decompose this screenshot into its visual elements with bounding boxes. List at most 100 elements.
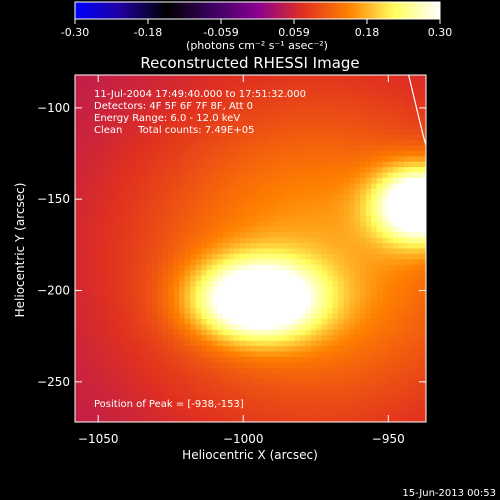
- heatmap-cell: [201, 259, 208, 266]
- heatmap-cell: [349, 356, 356, 363]
- heatmap-cell: [255, 167, 263, 174]
- heatmap-cell: [135, 259, 142, 266]
- heatmap-cell: [393, 118, 400, 125]
- heatmap-cell: [349, 253, 356, 260]
- heatmap-cell: [75, 167, 82, 174]
- heatmap-cell: [129, 183, 136, 190]
- heatmap-cell: [371, 291, 378, 298]
- heatmap-cell: [195, 161, 202, 168]
- heatmap-cell: [349, 194, 356, 201]
- heatmap-cell: [212, 129, 219, 136]
- heatmap-cell: [393, 134, 400, 141]
- heatmap-cell: [393, 302, 400, 309]
- heatmap-cell: [118, 362, 125, 369]
- heatmap-cell: [140, 112, 147, 119]
- heatmap-cell: [102, 297, 109, 304]
- heatmap-cell: [349, 237, 356, 244]
- heatmap-cell: [201, 102, 208, 109]
- heatmap-cell: [234, 205, 241, 212]
- heatmap-cell: [118, 253, 125, 260]
- heatmap-cell: [415, 210, 422, 217]
- heatmap-cell: [91, 346, 98, 353]
- heatmap-cell: [294, 367, 301, 374]
- heatmap-cell: [228, 384, 235, 391]
- heatmap-cell: [157, 102, 164, 109]
- heatmap-cell: [409, 335, 416, 342]
- heatmap-cell: [371, 270, 378, 277]
- heatmap-cell: [173, 167, 180, 174]
- heatmap-cell: [299, 416, 306, 422]
- heatmap-cell: [113, 400, 120, 407]
- heatmap-cell: [343, 215, 350, 222]
- heatmap-cell: [223, 378, 230, 385]
- heatmap-cell: [376, 384, 383, 391]
- heatmap-cell: [140, 80, 147, 87]
- heatmap-cell: [387, 156, 394, 163]
- heatmap-cell: [277, 188, 284, 195]
- heatmap-cell: [239, 243, 246, 250]
- heatmap-cell: [376, 378, 383, 385]
- heatmap-cell: [349, 275, 356, 282]
- heatmap-cell: [360, 232, 367, 239]
- heatmap-cell: [266, 178, 274, 185]
- heatmap-cell: [420, 172, 426, 179]
- heatmap-cell: [371, 183, 378, 190]
- heatmap-cell: [118, 313, 125, 320]
- heatmap-cell: [404, 264, 411, 271]
- heatmap-cell: [140, 183, 147, 190]
- heatmap-cell: [415, 85, 422, 92]
- heatmap-cell: [118, 221, 125, 228]
- heatmap-cell: [266, 248, 274, 255]
- heatmap-cell: [168, 129, 175, 136]
- heatmap-cell: [327, 324, 334, 331]
- heatmap-cell: [107, 351, 114, 358]
- heatmap-cell: [327, 335, 334, 342]
- heatmap-cell: [162, 226, 169, 233]
- heatmap-cell: [206, 210, 213, 217]
- heatmap-cell: [228, 281, 235, 288]
- heatmap-cell: [409, 215, 416, 222]
- heatmap-cell: [327, 178, 334, 185]
- heatmap-cell: [223, 400, 230, 407]
- heatmap-cell: [80, 275, 87, 282]
- heatmap-cell: [146, 156, 153, 163]
- heatmap-cell: [239, 123, 246, 130]
- heatmap-cell: [349, 297, 356, 304]
- heatmap-cell: [85, 373, 93, 380]
- heatmap-cell: [85, 378, 93, 385]
- heatmap-cell: [80, 248, 87, 255]
- heatmap-cell: [338, 102, 345, 109]
- heatmap-cell: [223, 259, 230, 266]
- heatmap-cell: [343, 373, 350, 380]
- heatmap-cell: [382, 286, 389, 293]
- heatmap-cell: [124, 281, 131, 288]
- heatmap-cell: [360, 297, 367, 304]
- colorbar-ticks: -0.30 -0.18 -0.059 0.059 0.18 0.30: [61, 19, 452, 39]
- heatmap-cell: [173, 172, 180, 179]
- heatmap-cell: [168, 253, 175, 260]
- heatmap-cell: [91, 373, 98, 380]
- heatmap-cell: [206, 129, 213, 136]
- heatmap-cell: [234, 161, 241, 168]
- heatmap-cell: [261, 411, 268, 418]
- heatmap-cell: [75, 329, 82, 336]
- heatmap-cell: [190, 351, 197, 358]
- heatmap-cell: [173, 85, 180, 92]
- heatmap-cell: [80, 324, 87, 331]
- heatmap-cell: [118, 172, 125, 179]
- heatmap-cell: [376, 91, 383, 98]
- heatmap-cell: [195, 335, 202, 342]
- heatmap-cell: [310, 384, 317, 391]
- heatmap-cell: [223, 270, 230, 277]
- heatmap-cell: [146, 232, 153, 239]
- heatmap-cell: [321, 172, 328, 179]
- heatmap-cell: [217, 140, 224, 147]
- heatmap-cell: [354, 205, 361, 212]
- heatmap-cell: [102, 394, 109, 401]
- heatmap-cell: [157, 178, 164, 185]
- heatmap-cell: [234, 335, 241, 342]
- heatmap-cell: [113, 362, 120, 369]
- heatmap-cell: [179, 221, 186, 228]
- heatmap-cell: [338, 129, 345, 136]
- heatmap-cell: [327, 356, 334, 363]
